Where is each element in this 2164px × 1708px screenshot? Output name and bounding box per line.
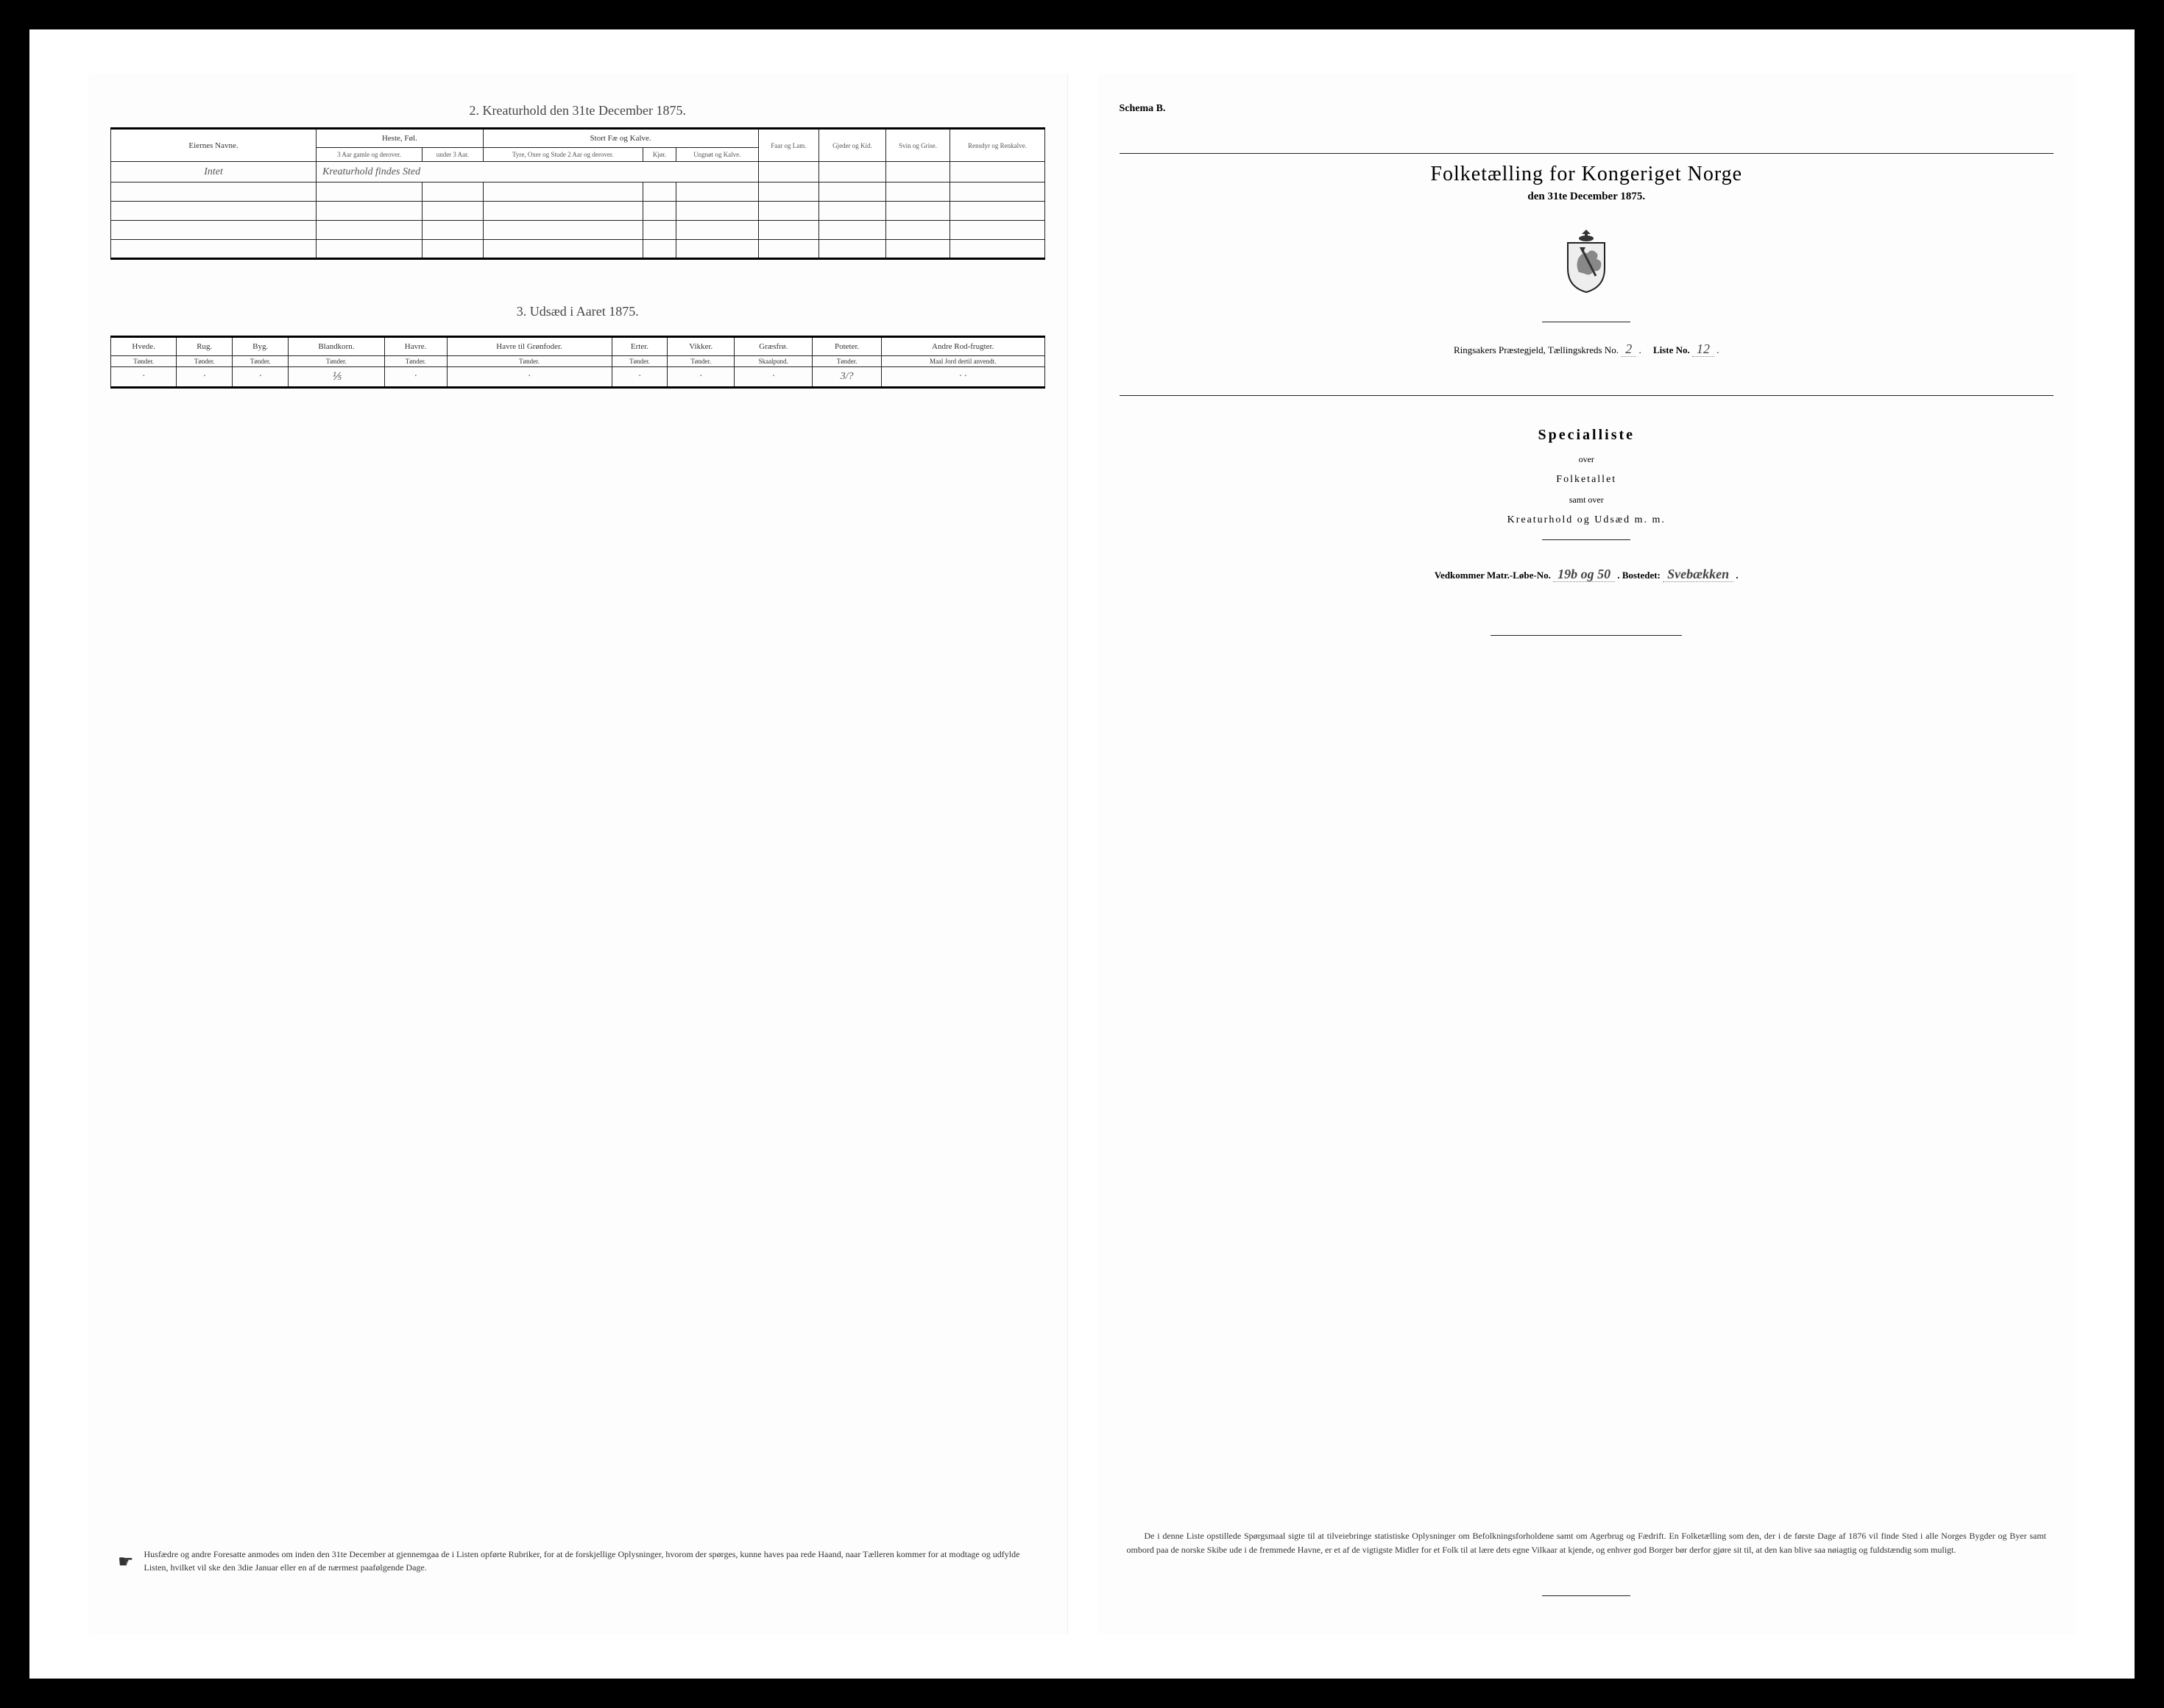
parish-prefix: Ringsakers Præstegjeld, Tællingskreds No… bbox=[1454, 344, 1619, 355]
val: · bbox=[233, 367, 289, 388]
unit: Tønder. bbox=[289, 356, 384, 367]
kreds-no: 2 bbox=[1621, 341, 1636, 357]
cell-note: Kreaturhold findes Sted bbox=[317, 162, 759, 183]
col-rug: Rug. bbox=[177, 337, 233, 356]
bostedet-label: Bostedet: bbox=[1622, 570, 1661, 581]
section2-title: 2. Kreaturhold den 31te December 1875. bbox=[110, 103, 1045, 118]
col-bland: Blandkorn. bbox=[289, 337, 384, 356]
liste-label: Liste No. bbox=[1653, 344, 1690, 355]
val: · bbox=[668, 367, 735, 388]
val: · bbox=[735, 367, 813, 388]
unit: Tønder. bbox=[612, 356, 668, 367]
main-title: Folketælling for Kongeriget Norge bbox=[1120, 163, 2054, 186]
left-page: 2. Kreaturhold den 31te December 1875. E… bbox=[88, 74, 1068, 1634]
table-row: Intet Kreaturhold findes Sted bbox=[111, 162, 1045, 183]
table-row: · · · ⅕ · · · · · 3/? · · bbox=[111, 367, 1045, 388]
vedk-label: Vedkommer Matr.-Løbe-No. bbox=[1435, 570, 1551, 581]
date-line: den 31te December 1875. bbox=[1120, 191, 2054, 203]
unit: Tønder. bbox=[111, 356, 177, 367]
col-heste-a: 3 Aar gamle og derover. bbox=[317, 148, 422, 162]
specialliste-title: Specialliste bbox=[1120, 427, 2054, 444]
col-vikker: Vikker. bbox=[668, 337, 735, 356]
cell-eier: Intet bbox=[111, 162, 317, 183]
col-potet: Poteter. bbox=[813, 337, 882, 356]
unit: Tønder. bbox=[233, 356, 289, 367]
folketallet-label: Folketallet bbox=[1120, 474, 2054, 486]
col-erter: Erter. bbox=[612, 337, 668, 356]
note-text: Husfædre og andre Foresatte anmodes om i… bbox=[144, 1548, 1038, 1576]
col-havre: Havre. bbox=[384, 337, 447, 356]
col-gjeder: Gjeder og Kid. bbox=[819, 129, 886, 162]
udsaed-table: Hvede. Rug. Byg. Blandkorn. Havre. Havre… bbox=[110, 336, 1045, 389]
table-row bbox=[111, 221, 1045, 240]
col-heste-group: Heste, Føl. bbox=[317, 129, 484, 148]
unit: Tønder. bbox=[813, 356, 882, 367]
table-row bbox=[111, 240, 1045, 259]
col-hvede: Hvede. bbox=[111, 337, 177, 356]
col-rensdyr: Rensdyr og Renkalve. bbox=[950, 129, 1044, 162]
matr-no: 19b og 50 bbox=[1553, 567, 1615, 582]
divider bbox=[1120, 153, 2054, 154]
section3-title: 3. Udsæd i Aaret 1875. bbox=[110, 304, 1045, 319]
divider bbox=[1542, 539, 1630, 540]
unit: Tønder. bbox=[384, 356, 447, 367]
table-row bbox=[111, 202, 1045, 221]
val: · bbox=[447, 367, 612, 388]
unit: Tønder. bbox=[668, 356, 735, 367]
over-label: over bbox=[1120, 454, 2054, 465]
bottom-note: De i denne Liste opstillede Spørgsmaal s… bbox=[1120, 1529, 2054, 1557]
col-rod: Andre Rod-frugter. bbox=[881, 337, 1044, 356]
val: · bbox=[384, 367, 447, 388]
divider bbox=[1542, 1595, 1630, 1596]
divider bbox=[1120, 395, 2054, 396]
col-stort-group: Stort Fæ og Kalve. bbox=[483, 129, 758, 148]
col-stort-c: Ungnøt og Kalve. bbox=[676, 148, 758, 162]
col-eier: Eiernes Navne. bbox=[111, 129, 317, 162]
col-faar: Faar og Lam. bbox=[758, 129, 819, 162]
unit: Tønder. bbox=[447, 356, 612, 367]
val: · bbox=[612, 367, 668, 388]
val: · bbox=[111, 367, 177, 388]
document-scan: 2. Kreaturhold den 31te December 1875. E… bbox=[29, 29, 2135, 1679]
col-heste-b: under 3 Aar. bbox=[422, 148, 484, 162]
pointing-hand-icon: ☛ bbox=[118, 1549, 134, 1576]
col-byg: Byg. bbox=[233, 337, 289, 356]
col-graes: Græsfrø. bbox=[735, 337, 813, 356]
bostedet-value: Svebækken bbox=[1663, 567, 1733, 582]
vedkommer-line: Vedkommer Matr.-Løbe-No. 19b og 50 . Bos… bbox=[1120, 567, 2054, 582]
right-page: Schema B. Folketælling for Kongeriget No… bbox=[1097, 74, 2076, 1634]
divider bbox=[1491, 635, 1682, 636]
samt-label: samt over bbox=[1120, 495, 2054, 506]
kreaturhold-table: Eiernes Navne. Heste, Føl. Stort Fæ og K… bbox=[110, 127, 1045, 260]
col-stort-b: Kjør. bbox=[643, 148, 676, 162]
unit: Maal Jord dertil anvendt. bbox=[881, 356, 1044, 367]
unit: Skaalpund. bbox=[735, 356, 813, 367]
val: · bbox=[177, 367, 233, 388]
instruction-note: ☛ Husfædre og andre Foresatte anmodes om… bbox=[110, 1548, 1045, 1605]
val: · · bbox=[881, 367, 1044, 388]
unit: Tønder. bbox=[177, 356, 233, 367]
schema-label: Schema B. bbox=[1120, 103, 2054, 115]
col-havreg: Havre til Grønfoder. bbox=[447, 337, 612, 356]
parish-line: Ringsakers Præstegjeld, Tællingskreds No… bbox=[1120, 341, 2054, 357]
table-row bbox=[111, 183, 1045, 202]
col-stort-a: Tyre, Oxer og Stude 2 Aar og derover. bbox=[483, 148, 643, 162]
val: 3/? bbox=[813, 367, 882, 388]
kreaturhold-label: Kreaturhold og Udsæd m. m. bbox=[1120, 514, 2054, 526]
col-svin: Svin og Grise. bbox=[885, 129, 950, 162]
liste-no: 12 bbox=[1692, 341, 1714, 357]
coat-of-arms-icon bbox=[1560, 228, 1612, 298]
val: ⅕ bbox=[289, 367, 384, 388]
